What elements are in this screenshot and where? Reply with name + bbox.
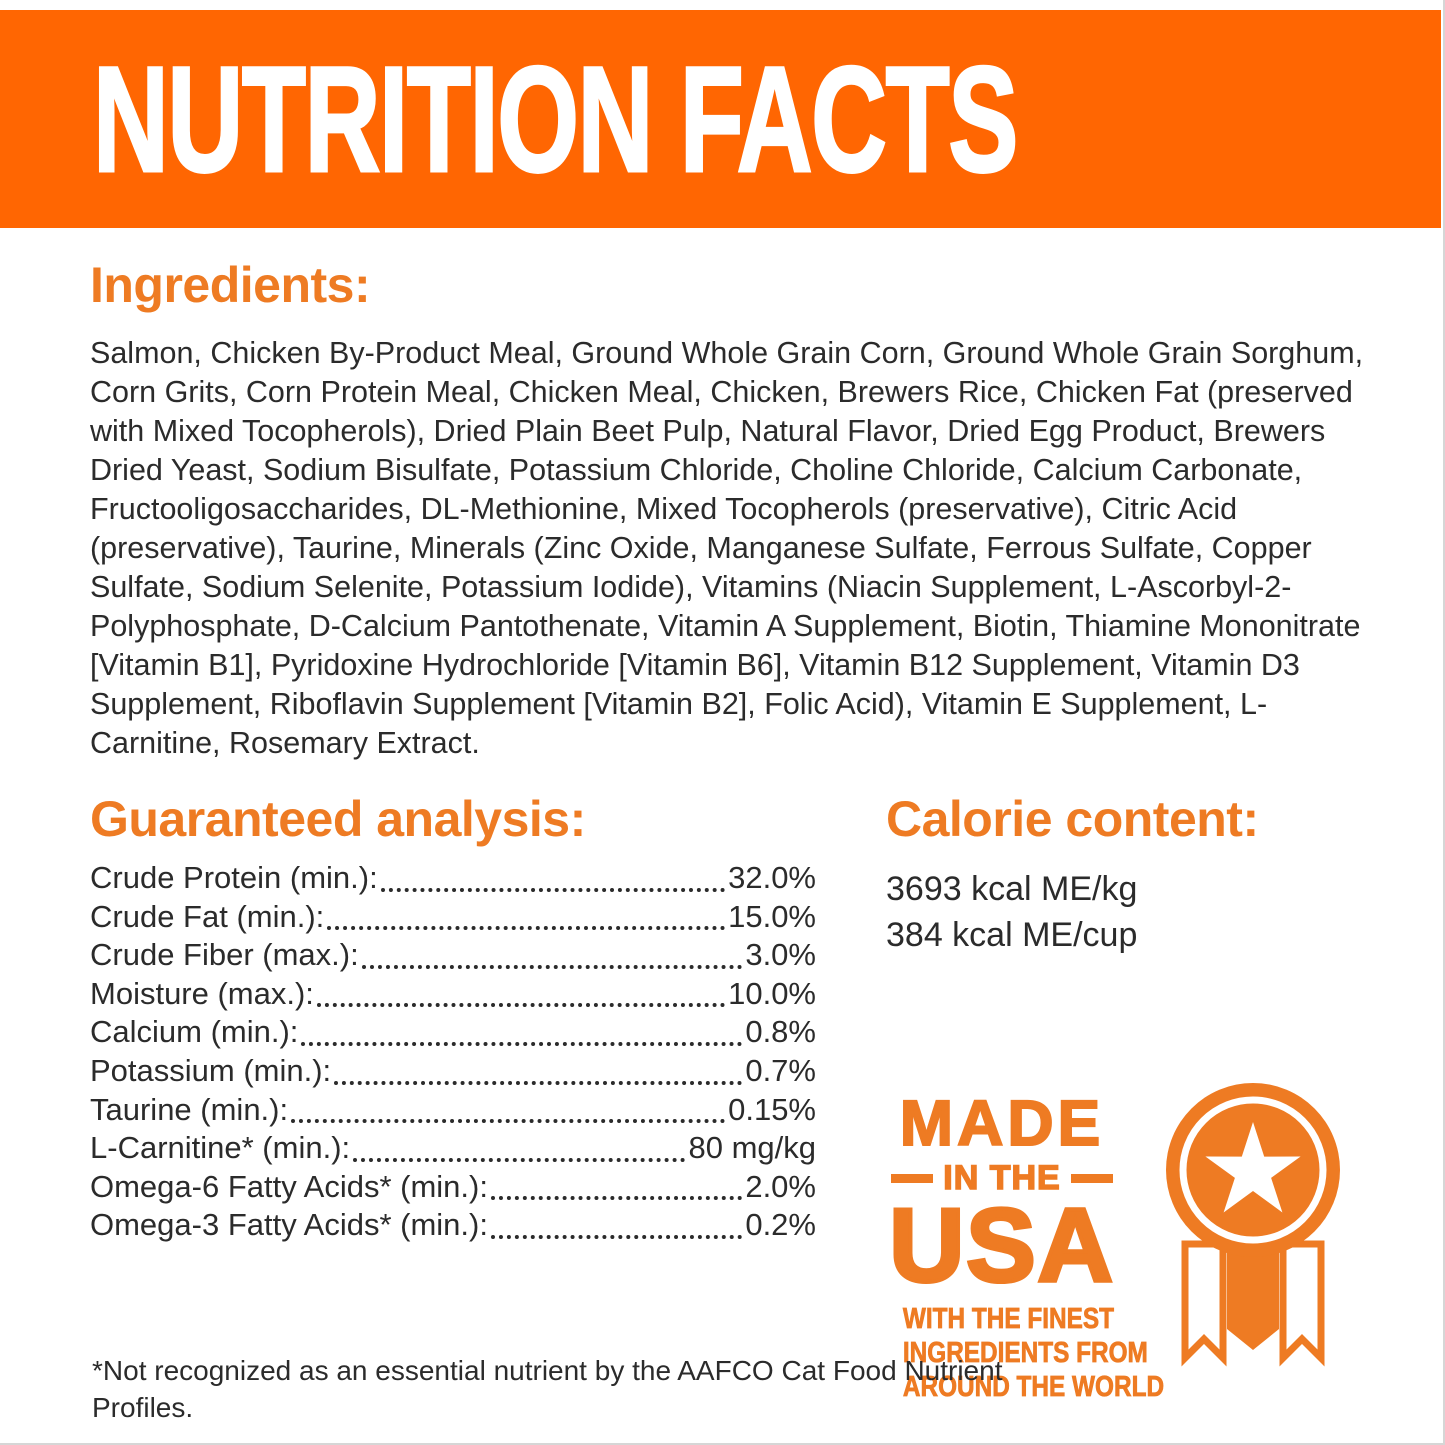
dot-leader	[334, 1080, 743, 1085]
table-row: Moisture (max.): 10.0%	[90, 976, 816, 1015]
analysis-label: Crude Fat (min.):	[90, 898, 325, 934]
usa-text: USA	[887, 1188, 1115, 1304]
analysis-value: 3.0%	[745, 937, 816, 973]
guaranteed-analysis-table: Crude Protein (min.): 32.0% Crude Fat (m…	[90, 860, 816, 1246]
ribbon-tail-right	[1279, 1240, 1325, 1367]
analysis-value: 0.8%	[745, 1014, 816, 1050]
table-row: Calcium (min.): 0.8%	[90, 1014, 816, 1053]
ingredients-heading: Ingredients:	[90, 257, 371, 313]
analysis-value: 32.0%	[728, 860, 816, 895]
calorie-kg-value: 3693 kcal ME/kg	[886, 870, 1138, 908]
ribbon-tail-left	[1181, 1240, 1227, 1367]
guaranteed-analysis-heading: Guaranteed analysis:	[90, 791, 586, 847]
table-row: Crude Fat (min.): 15.0%	[90, 899, 816, 938]
tagline-line: WITH THE FINEST	[902, 1303, 1115, 1336]
calorie-content-values: 3693 kcal ME/kg 384 kcal ME/cup	[886, 866, 1137, 958]
table-row: Crude Protein (min.): 32.0%	[90, 860, 816, 899]
star-icon	[1205, 1122, 1301, 1213]
made-in-usa-logo: MADE IN THE USA WITH THE FINEST INGREDIE…	[884, 1087, 1165, 1404]
dash-right	[1070, 1173, 1113, 1183]
ribbon-center	[1227, 1244, 1279, 1350]
analysis-label: Calcium (min.):	[90, 1014, 299, 1050]
page-title: NUTRITION FACTS	[92, 35, 1019, 203]
dot-leader	[291, 1119, 726, 1124]
analysis-value: 2.0%	[745, 1168, 816, 1204]
analysis-value: 80 mg/kg	[688, 1130, 816, 1166]
in-the-text: IN THE	[943, 1159, 1061, 1197]
table-row: Omega-3 Fatty Acids* (min.): 0.2%	[90, 1207, 816, 1246]
analysis-value: 10.0%	[728, 975, 816, 1011]
analysis-label: Omega-3 Fatty Acids* (min.):	[90, 1207, 488, 1243]
dot-leader	[490, 1234, 743, 1239]
usa-tagline: WITH THE FINEST INGREDIENTS FROM AROUND …	[902, 1302, 1165, 1404]
nutrition-facts-banner: NUTRITION FACTS	[0, 10, 1441, 228]
analysis-value: 0.2%	[745, 1207, 816, 1243]
analysis-label: Moisture (max.):	[90, 975, 314, 1011]
table-row: Crude Fiber (max.): 3.0%	[90, 937, 816, 976]
calorie-cup-value: 384 kcal ME/cup	[886, 916, 1138, 954]
analysis-label: Crude Protein (min.):	[90, 860, 378, 895]
analysis-value: 0.15%	[728, 1091, 816, 1127]
analysis-label: Taurine (min.):	[90, 1091, 289, 1127]
dot-leader	[380, 887, 726, 892]
medal-ring	[1179, 1096, 1327, 1244]
table-row: Taurine (min.): 0.15%	[90, 1092, 816, 1131]
analysis-label: Omega-6 Fatty Acids* (min.):	[90, 1168, 488, 1204]
tagline-line: AROUND THE WORLD	[902, 1371, 1165, 1404]
analysis-label: Potassium (min.):	[90, 1052, 332, 1088]
analysis-label: Crude Fiber (max.):	[90, 937, 359, 973]
table-row: L-Carnitine* (min.): 80 mg/kg	[90, 1130, 816, 1169]
dot-leader	[327, 926, 726, 931]
analysis-value: 15.0%	[728, 898, 816, 934]
made-text: MADE	[899, 1087, 1105, 1159]
award-ribbon-icon	[1166, 1083, 1340, 1367]
tagline-line: INGREDIENTS FROM	[902, 1337, 1149, 1370]
dot-leader	[301, 1041, 743, 1046]
ingredients-text: Salmon, Chicken By-Product Meal, Ground …	[90, 336, 1364, 760]
analysis-value: 0.7%	[745, 1052, 816, 1088]
dot-leader	[316, 1003, 726, 1008]
dot-leader	[353, 1157, 686, 1162]
dot-leader	[490, 1196, 743, 1201]
table-row: Omega-6 Fatty Acids* (min.): 2.0%	[90, 1169, 816, 1208]
table-row: Potassium (min.): 0.7%	[90, 1053, 816, 1092]
calorie-content-heading: Calorie content:	[886, 791, 1259, 847]
in-the-row: IN THE	[884, 1159, 1120, 1197]
dot-leader	[361, 964, 743, 969]
aafco-footnote: *Not recognized as an essential nutrient…	[92, 1355, 1003, 1423]
dash-left	[891, 1173, 934, 1183]
analysis-label: L-Carnitine* (min.):	[90, 1130, 351, 1166]
